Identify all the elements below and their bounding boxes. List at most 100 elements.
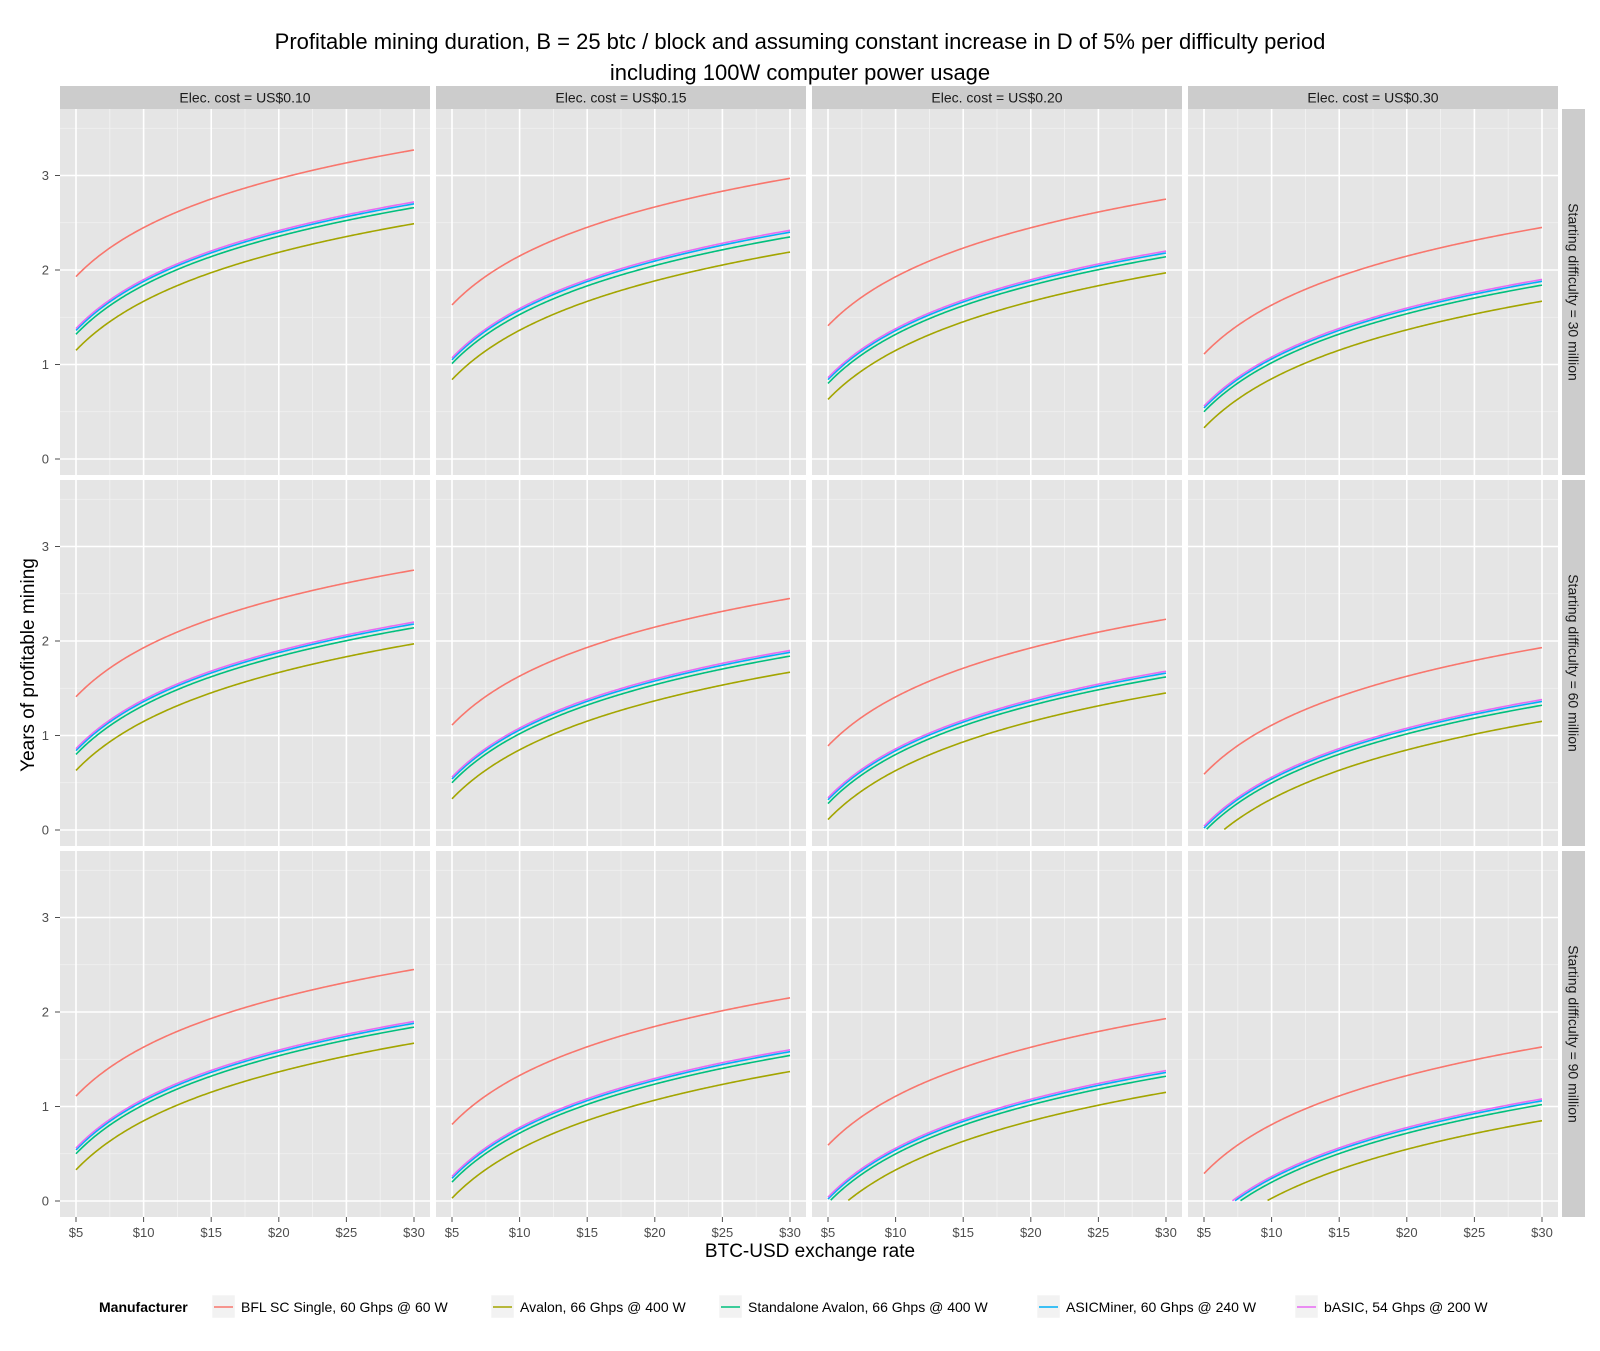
x-tick-label: $30 [1531,1225,1553,1240]
chart-title-line-1: Profitable mining duration, B = 25 btc /… [275,29,1326,54]
y-tick-label: 1 [42,728,49,743]
series-line-2 [827,255,1167,384]
series-line-2 [75,626,415,755]
series-line-0 [75,569,415,698]
panel-r1-c2 [812,480,1182,846]
column-strip-label-1: Elec. cost = US$0.15 [555,90,686,106]
x-tick-label: $20 [1020,1225,1042,1240]
series-line-4 [1203,278,1543,407]
series-line-3 [75,1022,415,1151]
legend-label-4: bASIC, 54 Ghps @ 200 W [1324,1299,1488,1315]
series-line-4 [827,1069,1167,1198]
series-line-0 [451,597,791,726]
column-strip-label-2: Elec. cost = US$0.20 [931,90,1062,106]
series-line-2 [1206,704,1543,830]
series-line-2 [451,655,791,784]
series-line-3 [75,203,415,332]
legend-label-2: Standalone Avalon, 66 Ghps @ 400 W [748,1299,988,1315]
series-line-1 [451,251,791,381]
series-line-0 [827,1017,1167,1146]
series-line-0 [1203,1046,1543,1175]
series-line-3 [1203,280,1543,409]
x-tick-label: $20 [1396,1225,1418,1240]
series-line-0 [1203,226,1543,355]
series-line-3 [1234,1100,1543,1202]
y-tick-label: 3 [42,168,49,183]
legend-label-0: BFL SC Single, 60 Ghps @ 60 W [241,1299,448,1315]
series-line-1 [451,1070,791,1199]
series-line-1 [75,643,415,772]
series-line-1 [75,222,415,351]
series-line-1 [827,272,1167,401]
series-line-0 [75,968,415,1097]
series-line-2 [75,206,415,335]
y-tick-label: 2 [42,1005,49,1020]
series-line-0 [827,618,1167,747]
x-tick-label: $30 [403,1225,425,1240]
y-tick-label: 1 [42,357,49,372]
panel-r2-c1 [436,851,806,1217]
row-strip-label-1: Starting difficulty = 60 million [1566,574,1582,752]
series-line-4 [75,201,415,330]
series-line-4 [451,229,791,359]
x-tick-label: $25 [1088,1225,1110,1240]
x-tick-label: $5 [445,1225,459,1240]
series-line-3 [451,231,791,361]
panel-r1-c0 [60,480,430,846]
facet-grid: Elec. cost = US$0.10 Elec. cost = US$0.15… [42,86,1585,1240]
y-tick-label: 0 [42,452,49,467]
series-line-2 [830,1075,1167,1201]
x-tick-label: $10 [133,1225,155,1240]
series-line-0 [451,177,791,306]
row-strip-label-0: Starting difficulty = 30 million [1566,203,1582,381]
x-tick-label: $20 [268,1225,290,1240]
series-line-2 [451,1054,791,1183]
x-tick-label: $25 [336,1225,358,1240]
x-tick-label: $10 [1261,1225,1283,1240]
column-strip-label-3: Elec. cost = US$0.30 [1307,90,1438,106]
x-axis-title: BTC-USD exchange rate [705,1241,915,1262]
x-tick-label: $10 [885,1225,907,1240]
y-tick-label: 0 [42,823,49,838]
column-strip-2 [812,86,1182,109]
series-line-0 [827,198,1167,327]
series-line-3 [451,1050,791,1179]
y-tick-label: 0 [42,1194,49,1209]
y-tick-label: 1 [42,1099,49,1114]
panel-r0-c0 [60,109,430,475]
row-strip-1 [1562,480,1585,846]
panel-r0-c1 [436,109,806,475]
column-strip-3 [1188,86,1558,109]
series-line-1 [451,671,791,800]
series-line-3 [75,623,415,752]
series-line-3 [827,252,1167,381]
legend: Manufacturer BFL SC Single, 60 Ghps @ 60 … [99,1294,1488,1319]
row-strip-0 [1562,109,1585,475]
legend-title: Manufacturer [99,1299,188,1315]
x-tick-label: $5 [1197,1225,1211,1240]
series-line-2 [451,236,791,365]
row-strip-label-2: Starting difficulty = 90 million [1566,945,1582,1123]
series-line-4 [1203,698,1543,827]
series-line-0 [75,149,415,278]
series-line-4 [451,649,791,778]
panel-r1-c3 [1188,480,1558,846]
series-line-4 [451,1049,791,1177]
series-line-4 [827,250,1167,379]
series-line-1 [75,1042,415,1171]
y-tick-label: 3 [42,539,49,554]
series-line-4 [75,621,415,750]
x-tick-label: $5 [69,1225,83,1240]
y-tick-label: 2 [42,634,49,649]
x-tick-label: $15 [952,1225,974,1240]
x-tick-label: $10 [509,1225,531,1240]
series-line-2 [1203,284,1543,413]
x-tick-label: $15 [200,1225,222,1240]
series-line-1 [847,1091,1167,1202]
row-strip-2 [1562,851,1585,1217]
series-line-3 [827,672,1167,801]
series-line-1 [1203,300,1543,429]
series-line-2 [1240,1103,1543,1202]
panel-r0-c2 [812,109,1182,475]
